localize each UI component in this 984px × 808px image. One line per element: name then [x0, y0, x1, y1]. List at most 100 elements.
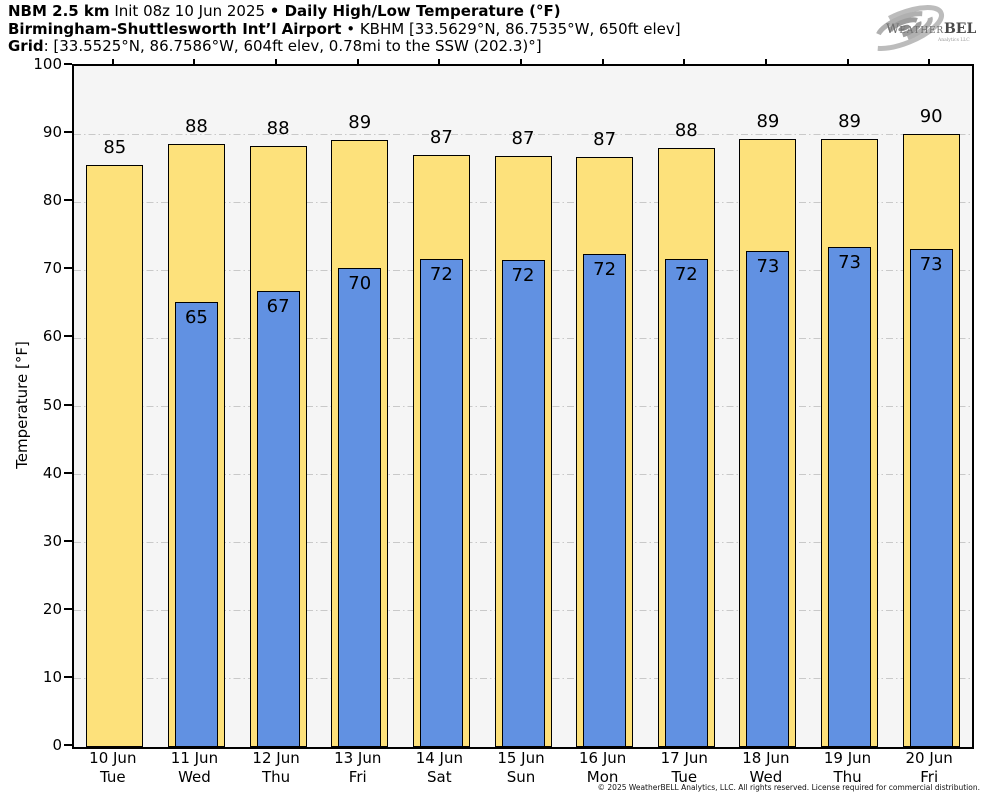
top-tick-3	[356, 59, 359, 64]
y-tick-40	[64, 471, 72, 474]
x-label-dow: Thu	[261, 767, 291, 786]
x-tick-label-8: 18 Jun Wed	[725, 750, 807, 787]
y-tick-label-40: 40	[42, 463, 62, 482]
y-tick-label-80: 80	[42, 191, 62, 210]
title-line-2: Birmingham-Shuttlesworth Int’l Airport •…	[8, 19, 681, 39]
x-tick-label-6: 16 Jun Mon	[562, 750, 644, 787]
x-tick-label-0: 10 Jun Tue	[72, 750, 154, 787]
high-value-label: 89	[838, 110, 861, 132]
x-label-dow: Fri	[920, 767, 939, 786]
x-label-dow: Tue	[671, 767, 698, 786]
x-label-dow: Sat	[427, 767, 452, 786]
x-tick-label-9: 19 Jun Thu	[807, 750, 889, 787]
y-tick-70	[64, 267, 72, 270]
x-label-date: 11 Jun	[170, 749, 219, 767]
y-tick-10	[64, 675, 72, 678]
y-tick-50	[64, 403, 72, 406]
svg-text:WEATHERBELL: WEATHERBELL	[886, 21, 976, 37]
x-label-date: 10 Jun	[89, 749, 137, 767]
low-bar	[746, 250, 790, 747]
low-value-label: 73	[756, 255, 780, 277]
high-value-label: 88	[266, 118, 290, 140]
y-tick-100	[64, 63, 72, 65]
top-tick-4	[438, 59, 441, 64]
high-value-label: 89	[348, 111, 372, 133]
top-tick-9	[846, 59, 849, 64]
x-label-date: 15 Jun	[497, 749, 545, 767]
y-tick-label-10: 10	[42, 667, 62, 686]
station-coords: • KBHM [33.5629°N, 86.7535°W, 650ft elev…	[341, 19, 681, 38]
x-tick-label-2: 12 Jun Thu	[235, 750, 317, 787]
low-value-label: 65	[184, 307, 208, 329]
x-tick-label-4: 14 Jun Sat	[399, 750, 481, 787]
low-value-label: 67	[266, 295, 290, 317]
y-tick-label-50: 50	[42, 395, 62, 414]
high-value-label: 88	[184, 116, 208, 138]
title-line-3: Grid: [33.5525°N, 86.7586°W, 604ft elev,…	[8, 37, 681, 56]
high-value-label: 85	[103, 136, 127, 158]
y-tick-60	[64, 335, 72, 338]
hurricane-swirl-icon: WEATHERBELL Analytics LLC	[863, 5, 984, 51]
x-label-dow: Mon	[586, 767, 619, 786]
low-value-label: 73	[838, 252, 861, 274]
top-tick-8	[764, 59, 767, 64]
y-tick-20	[64, 607, 72, 610]
x-label-dow: Wed	[749, 767, 783, 786]
x-label-date: 16 Jun	[578, 749, 627, 767]
y-tick-label-90: 90	[42, 123, 62, 142]
top-tick-5	[520, 59, 522, 64]
low-bar	[419, 259, 463, 747]
title-line-1: NBM 2.5 km Init 08z 10 Jun 2025 • Daily …	[8, 2, 681, 21]
station-name: Birmingham-Shuttlesworth Int’l Airport	[8, 19, 342, 38]
high-value-label: 88	[674, 119, 698, 141]
low-bar	[501, 260, 545, 747]
low-value-label: 73	[919, 254, 943, 276]
high-bar	[86, 164, 144, 747]
logo-w: W	[886, 22, 900, 37]
copyright-text: © 2025 WeatherBELL Analytics, LLC. All r…	[597, 783, 980, 792]
x-tick-label-3: 13 Jun Fri	[317, 750, 399, 787]
high-value-label: 87	[593, 129, 617, 151]
x-label-date: 19 Jun	[823, 749, 872, 767]
low-bar	[256, 290, 300, 747]
x-tick-label-1: 11 Jun Wed	[154, 750, 236, 787]
x-label-dow: Sun	[506, 767, 536, 786]
high-value-label: 90	[919, 106, 943, 128]
x-label-dow: Fri	[348, 767, 367, 786]
x-label-dow: Tue	[100, 767, 126, 786]
y-tick-label-0: 0	[52, 736, 62, 754]
y-tick-label-100: 100	[33, 55, 62, 73]
x-label-date: 14 Jun	[415, 749, 463, 767]
x-tick-label-5: 15 Jun Sun	[480, 750, 562, 787]
high-value-label: 87	[429, 126, 453, 148]
y-tick-30	[64, 539, 72, 542]
low-bar	[338, 268, 382, 747]
top-tick-2	[275, 59, 278, 64]
top-tick-7	[683, 59, 686, 64]
top-tick-10	[928, 59, 931, 64]
x-tick-label-7: 17 Jun Tue	[643, 750, 725, 787]
low-bar	[583, 253, 627, 747]
grid-coords: : [33.5525°N, 86.7586°W, 604ft elev, 0.7…	[43, 37, 542, 55]
top-tick-0	[111, 59, 114, 64]
top-tick-1	[193, 59, 196, 64]
high-value-label: 89	[756, 110, 780, 132]
x-label-date: 17 Jun	[660, 749, 708, 767]
low-value-label: 72	[593, 258, 617, 280]
title-block: NBM 2.5 km Init 08z 10 Jun 2025 • Daily …	[8, 2, 681, 56]
top-tick-6	[601, 59, 604, 64]
chart-title: • Daily High/Low Temperature (°F)	[269, 2, 561, 20]
low-bar	[664, 258, 708, 747]
low-value-label: 72	[674, 263, 698, 285]
x-tick-label-10: 20 Jun Fri	[888, 750, 970, 787]
high-value-label: 87	[511, 127, 535, 149]
low-bar	[909, 249, 953, 747]
grid-label: Grid	[8, 37, 44, 55]
low-value-label: 70	[348, 273, 372, 295]
x-label-dow: Thu	[833, 767, 862, 786]
low-bar	[828, 247, 872, 747]
weatherbell-logo: WEATHERBELL Analytics LLC	[852, 2, 984, 56]
x-label-dow: Wed	[178, 767, 211, 786]
low-bar	[174, 302, 218, 747]
